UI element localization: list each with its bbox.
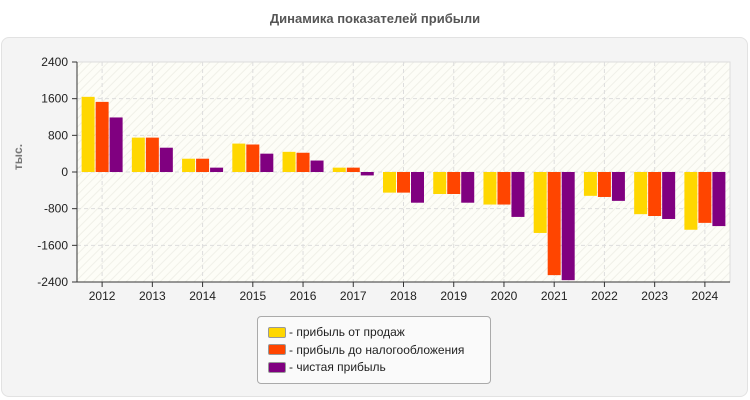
bar-2024-series-2: [712, 172, 726, 227]
bar-2013-series-1: [145, 137, 159, 172]
bar-2020-series-1: [497, 172, 511, 205]
x-tick-label: 2014: [189, 289, 216, 303]
y-axis-label: тыс.: [11, 143, 26, 171]
legend-item: - чистая прибыль: [268, 360, 386, 374]
bar-2014-series-1: [196, 158, 210, 172]
bar-2018-series-0: [383, 172, 396, 193]
bar-2018-series-1: [397, 172, 410, 193]
bar-2017-series-1: [346, 167, 360, 172]
y-tick-label: -1600: [37, 238, 68, 252]
bar-2015-series-1: [246, 144, 260, 172]
bar-2012-series-2: [109, 117, 123, 172]
y-tick-label: 1600: [41, 92, 68, 106]
bar-2021-series-1: [547, 172, 561, 276]
legend: - прибыль от продаж - прибыль до налогооб…: [257, 316, 491, 384]
bar-2023-series-2: [662, 172, 676, 219]
bar-2019-series-2: [461, 172, 475, 203]
y-tick-label: 800: [48, 128, 68, 142]
bar-2024-series-1: [698, 172, 712, 223]
x-tick-label: 2017: [340, 289, 367, 303]
bar-2015-series-0: [232, 143, 246, 172]
bar-2012-series-1: [95, 101, 109, 172]
bar-2017-series-2: [360, 172, 374, 176]
bar-2019-series-1: [447, 172, 461, 194]
bar-2016-series-2: [310, 160, 324, 172]
legend-label: чистая прибыль: [296, 360, 386, 374]
legend-item: - прибыль до налогообложения: [268, 343, 464, 357]
legend-separator: -: [289, 342, 297, 357]
x-tick-label: 2019: [440, 289, 467, 303]
y-tick-label: 0: [61, 165, 68, 179]
bar-2013-series-2: [159, 147, 173, 172]
bar-2017-series-0: [332, 167, 346, 172]
y-tick-label: -2400: [37, 275, 68, 289]
bar-2014-series-2: [210, 167, 224, 172]
x-tick-label: 2012: [89, 289, 116, 303]
legend-label: прибыль до налогообложения: [296, 342, 465, 357]
bar-2020-series-0: [483, 172, 497, 205]
bar-2024-series-0: [684, 172, 698, 230]
legend-label: прибыль от продаж: [296, 325, 405, 339]
bar-2022-series-0: [583, 172, 597, 196]
bar-2015-series-2: [260, 153, 274, 172]
bar-2023-series-1: [648, 172, 662, 216]
bar-2018-series-2: [411, 172, 424, 203]
y-tick-label: 2400: [41, 55, 68, 69]
legend-separator: -: [289, 360, 297, 374]
chart-title: Динамика показателей прибыли: [269, 11, 481, 26]
bar-2020-series-2: [511, 172, 525, 217]
legend-swatch: [268, 344, 286, 355]
legend-swatch: [268, 361, 286, 373]
x-tick-label: 2024: [692, 289, 719, 303]
x-tick-label: 2022: [591, 289, 618, 303]
legend-item: - прибыль от продаж: [268, 325, 405, 339]
x-tick-label: 2021: [541, 289, 568, 303]
bar-2022-series-2: [611, 172, 625, 201]
legend-separator: -: [289, 325, 297, 339]
x-tick-label: 2013: [139, 289, 166, 303]
bar-2013-series-0: [131, 137, 145, 172]
bar-2021-series-0: [533, 172, 547, 233]
bar-2022-series-1: [597, 172, 611, 197]
y-tick-label: -800: [44, 202, 68, 216]
bar-2019-series-0: [433, 172, 447, 194]
x-tick-label: 2023: [641, 289, 668, 303]
x-tick-label: 2015: [239, 289, 266, 303]
legend-swatch: [268, 326, 286, 338]
bar-2016-series-1: [296, 152, 310, 172]
bar-2016-series-0: [282, 151, 296, 172]
x-tick-label: 2020: [491, 289, 518, 303]
bar-2012-series-0: [81, 96, 95, 172]
bar-2014-series-0: [182, 158, 196, 172]
x-tick-label: 2018: [390, 289, 417, 303]
x-tick-label: 2016: [290, 289, 317, 303]
bar-2023-series-0: [634, 172, 648, 215]
bar-2021-series-2: [561, 172, 575, 281]
